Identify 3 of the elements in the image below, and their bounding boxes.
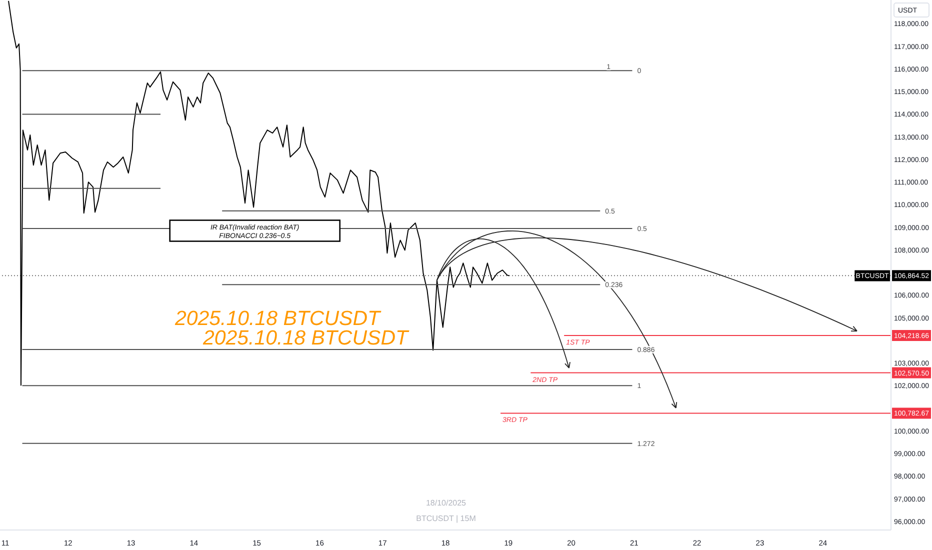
annotation: 18/10/2025 [426,498,467,508]
line-series [8,0,510,386]
annotation: BTCUSDT | 15M [416,514,476,523]
